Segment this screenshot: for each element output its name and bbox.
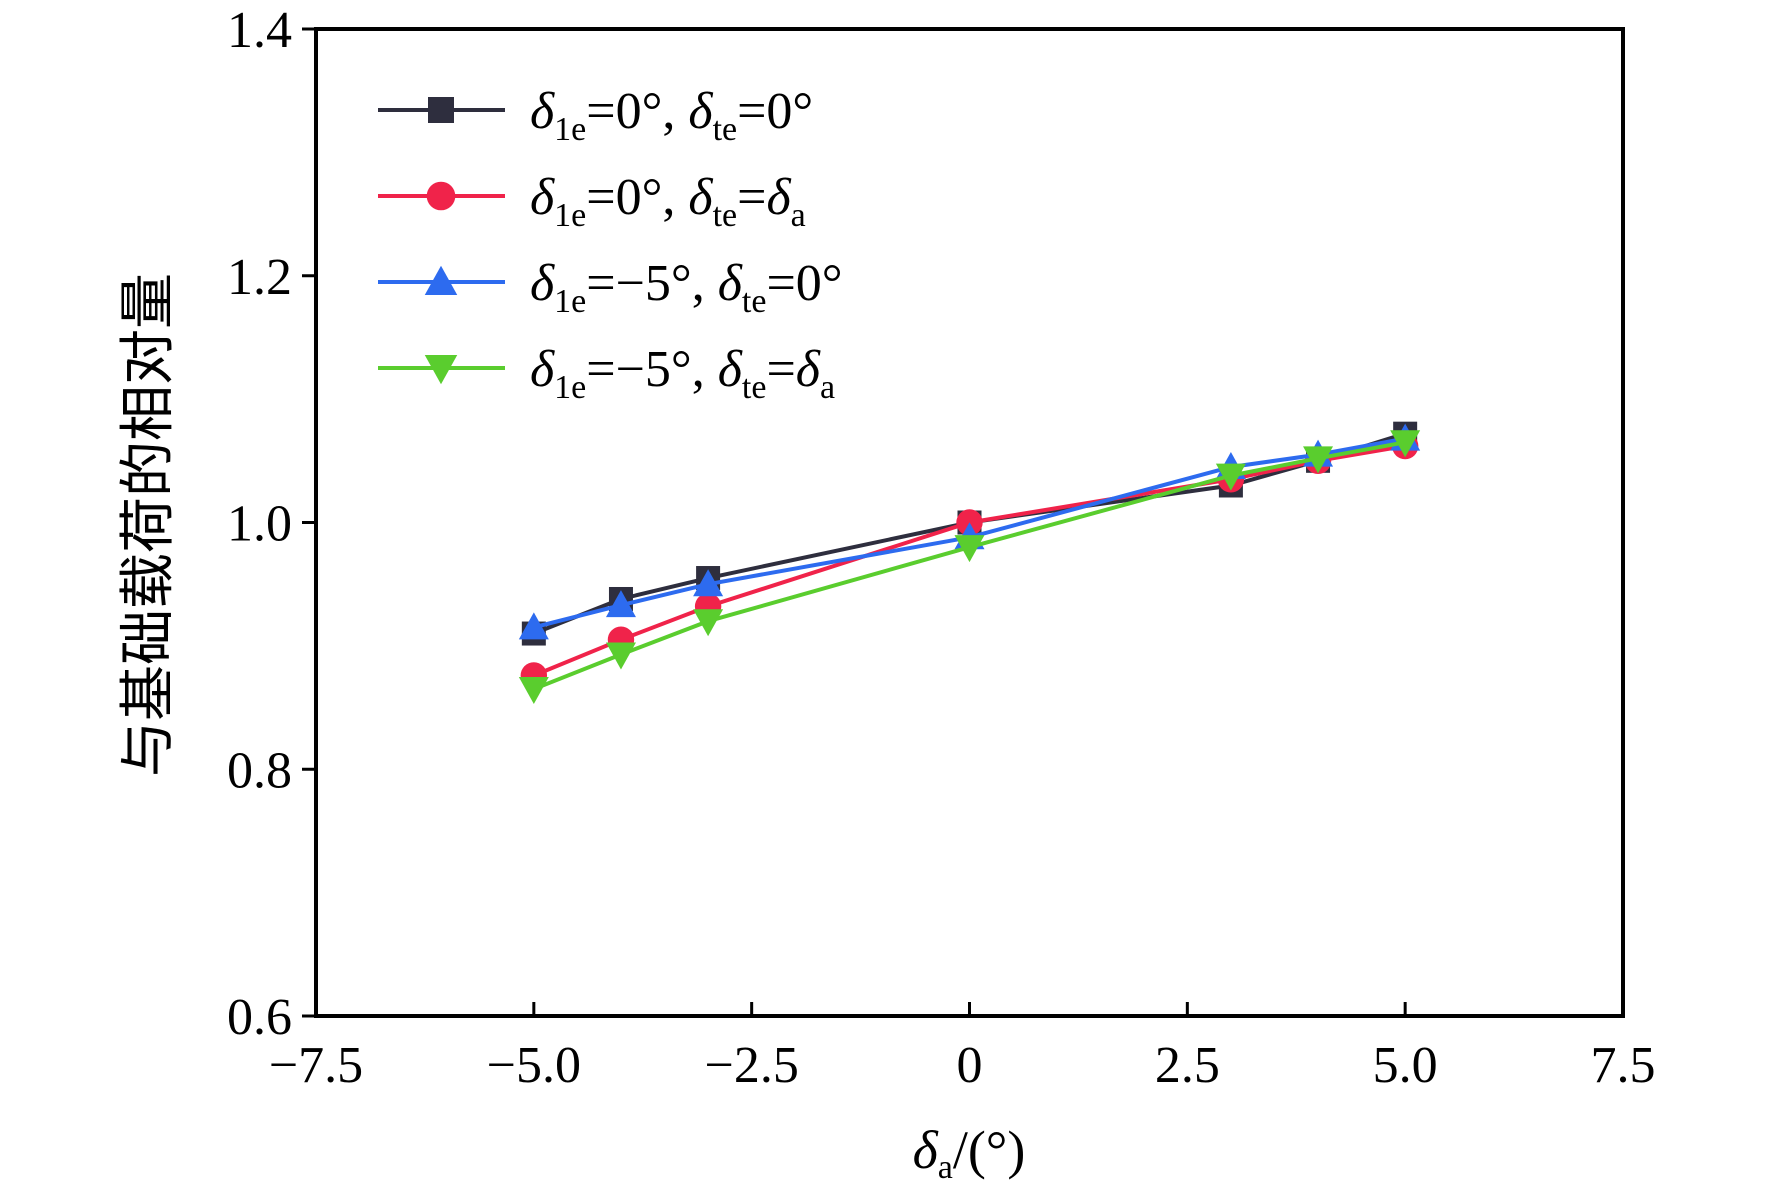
legend-item: δ1e=−5°, δte=0° [378,255,843,320]
legend-item: δ1e=0°, δte=0° [378,83,813,148]
data-point [1390,430,1421,458]
x-tick-label: −2.5 [705,1037,799,1094]
data-point [954,535,985,563]
legend-marker [424,355,458,385]
y-tick-label: 1.2 [227,249,292,306]
legend-label: δ1e=0°, δte=δa [530,169,806,234]
series-line [533,440,1406,691]
legend-marker [424,265,458,295]
x-axis-title: δa/(°) [913,1120,1026,1186]
y-axis-title: 与基础载荷的相对量 [118,273,180,777]
y-tick-label: 1.4 [227,2,292,59]
x-tick-label: −7.5 [269,1037,363,1094]
data-point [605,590,636,618]
plot-frame [314,27,1625,1018]
legend-marker [426,181,456,211]
y-tick-label: 0.8 [227,742,292,799]
y-tick-label: 1.0 [227,496,292,553]
x-tick-label: 7.5 [1591,1037,1656,1094]
series-layer [518,421,1421,705]
data-point [693,569,724,597]
data-point [518,612,549,640]
legend-label: δ1e=0°, δte=0° [530,83,813,148]
x-axis-ticks: −7.5 −5.0 −2.5 0 2.5 5.0 7.5 [269,1002,1656,1094]
x-tick-label: 2.5 [1155,1037,1220,1094]
y-tick-label: 0.6 [227,989,292,1046]
data-point [693,609,724,637]
y-axis-ticks: 0.6 0.8 1.0 1.2 1.4 [227,2,316,1046]
data-point [1215,463,1246,491]
legend-item: δ1e=−5°, δte=δa [378,341,835,406]
legend-item: δ1e=0°, δte=δa [378,169,806,234]
data-point [1303,446,1334,474]
legend: δ1e=0°, δte=0° δ1e=0°, δte=δa δ1e=−5°, δte… [378,83,843,406]
x-tick-label: 0 [957,1037,983,1094]
legend-marker [428,97,454,123]
data-point [518,677,549,705]
x-tick-label: 5.0 [1373,1037,1438,1094]
x-tick-label: −5.0 [487,1037,581,1094]
series-4 [518,430,1421,705]
data-point [605,642,636,670]
series-3 [518,423,1421,640]
legend-label: δ1e=−5°, δte=δa [530,341,835,406]
legend-label: δ1e=−5°, δte=0° [530,255,843,320]
